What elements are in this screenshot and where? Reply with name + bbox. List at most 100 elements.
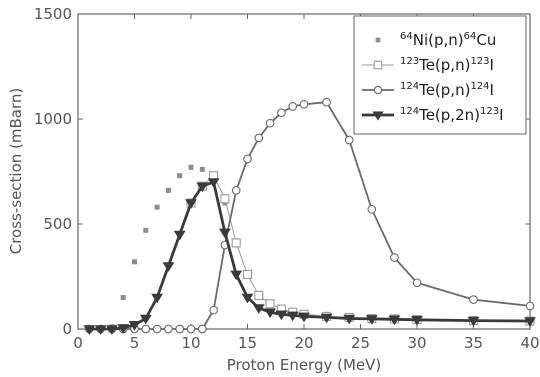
- data-point: [188, 164, 194, 170]
- data-point: [322, 97, 331, 107]
- data-point: [94, 325, 107, 335]
- data-point: [83, 325, 96, 335]
- data-point: [209, 305, 218, 315]
- legend-entry: 124Te(p,n)124I: [362, 81, 494, 99]
- data-point: [367, 204, 377, 214]
- data-point: [412, 278, 422, 288]
- x-tick-label: 10: [181, 334, 200, 352]
- data-point: [388, 315, 401, 326]
- y-tick-label: 1500: [34, 5, 72, 23]
- data-point: [298, 312, 310, 323]
- x-tick-label: 15: [238, 334, 257, 352]
- data-point: [525, 301, 535, 311]
- legend-label-superscript: 123: [400, 56, 419, 67]
- legend-label-text: Cu: [476, 31, 496, 49]
- data-point: [164, 324, 173, 334]
- data-point: [207, 178, 220, 188]
- data-point: [275, 310, 288, 321]
- axis-ticks: 0 5 10 15 20 25 30 35 40 0 500 1000 1500: [34, 5, 540, 352]
- data-point: [524, 317, 536, 327]
- legend-label-superscript: 123: [470, 56, 489, 67]
- y-axis-label: Cross-section (mBarn): [7, 88, 25, 255]
- data-point: [243, 154, 252, 164]
- y-tick-label: 500: [43, 215, 72, 233]
- data-point: [154, 204, 160, 210]
- data-point: [288, 102, 298, 111]
- data-point: [411, 316, 423, 326]
- data-point: [132, 259, 137, 265]
- legend-label-text: Ni(p,n): [413, 31, 464, 49]
- data-point: [152, 324, 162, 334]
- data-point: [265, 118, 275, 128]
- x-tick-label: 35: [464, 334, 483, 352]
- data-point: [143, 227, 149, 233]
- legend-label-superscript: 124: [470, 81, 489, 92]
- data-point: [173, 230, 186, 241]
- legend-label-text: I: [499, 106, 503, 124]
- data-point: [373, 85, 383, 95]
- data-point: [128, 321, 141, 331]
- data-point: [365, 315, 378, 325]
- legend: 64Ni(p,n)64Cu123Te(p,n)123I124Te(p,n)124…: [353, 15, 527, 135]
- legend-label-superscript: 123: [480, 106, 499, 117]
- data-point: [196, 182, 209, 193]
- y-tick-label: 0: [62, 320, 72, 338]
- legend-entry: 123Te(p,n)123I: [362, 56, 494, 74]
- data-point: [372, 111, 384, 121]
- data-point: [344, 135, 354, 145]
- data-point: [231, 186, 241, 195]
- legend-label-text: Te(p,2n): [418, 106, 480, 124]
- data-point: [186, 324, 196, 334]
- legend-label-superscript: 124: [400, 81, 419, 92]
- data-point: [469, 295, 478, 304]
- legend-label: 123Te(p,n)123I: [400, 56, 494, 74]
- data-point: [375, 37, 381, 43]
- series-2: [84, 97, 535, 334]
- legend-entry: 64Ni(p,n)64Cu: [375, 31, 496, 49]
- data-point: [175, 324, 185, 334]
- data-point: [105, 325, 118, 335]
- data-point: [286, 311, 299, 322]
- data-point: [185, 199, 197, 209]
- x-tick-label: 5: [130, 334, 140, 352]
- legend-label-text: I: [490, 56, 494, 74]
- data-point: [252, 304, 265, 314]
- legend-entry: 124Te(p,2n)123I: [362, 106, 504, 124]
- data-point: [254, 290, 264, 300]
- data-point: [220, 194, 230, 204]
- x-tick-label: 25: [351, 334, 370, 352]
- data-point: [162, 262, 175, 272]
- data-point: [277, 108, 286, 118]
- data-point: [117, 324, 130, 334]
- data-point: [343, 314, 356, 325]
- x-tick-label: 40: [520, 334, 539, 352]
- legend-label: 64Ni(p,n)64Cu: [400, 31, 496, 49]
- data-point: [230, 270, 243, 281]
- data-point: [218, 228, 231, 239]
- legend-label-superscript: 64: [400, 31, 413, 42]
- data-point: [139, 314, 152, 325]
- legend-label-text: Te(p,n): [418, 56, 470, 74]
- legend-label-text: Te(p,n): [418, 81, 470, 99]
- data-point: [231, 238, 241, 248]
- series-layer: [83, 97, 536, 335]
- data-point: [199, 166, 205, 172]
- series-3: [83, 178, 536, 335]
- data-point: [467, 316, 480, 327]
- legend-label: 124Te(p,2n)123I: [400, 106, 504, 124]
- data-point: [254, 133, 264, 143]
- legend-label-text: I: [490, 81, 494, 99]
- data-point: [264, 308, 277, 319]
- data-point: [151, 293, 164, 304]
- data-point: [197, 324, 207, 334]
- data-point: [299, 99, 309, 109]
- x-tick-label: 0: [73, 334, 83, 352]
- x-tick-label: 30: [407, 334, 426, 352]
- data-point: [241, 293, 254, 304]
- legend-label-superscript: 64: [464, 31, 477, 42]
- legend-label: 124Te(p,n)124I: [400, 81, 494, 99]
- data-point: [165, 187, 171, 193]
- legend-label-superscript: 124: [400, 106, 419, 117]
- data-point: [320, 313, 333, 324]
